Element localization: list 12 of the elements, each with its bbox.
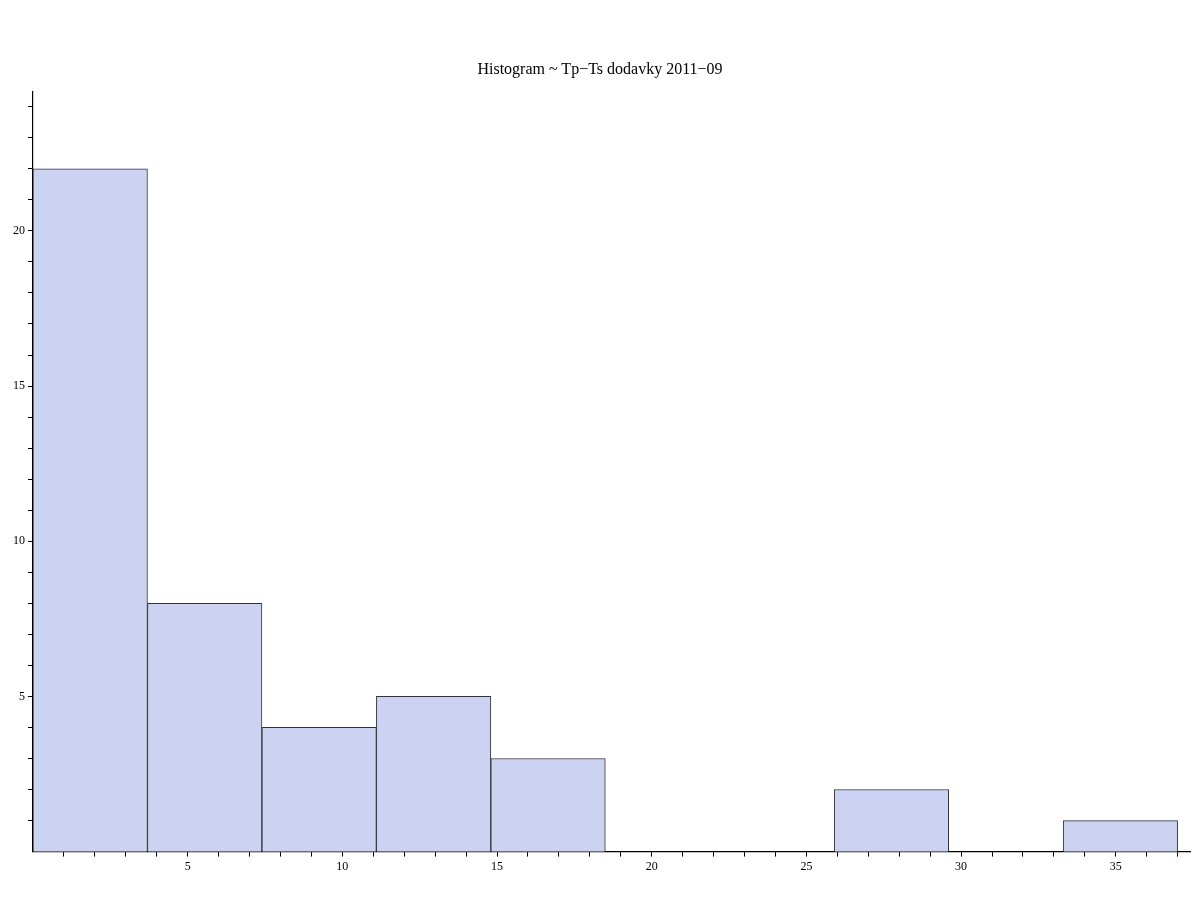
y-tick-label: 20 (13, 223, 25, 238)
y-tick-label: 5 (19, 688, 25, 703)
x-tick-label: 20 (645, 858, 658, 873)
x-tick-label: 5 (184, 858, 191, 873)
x-tick-label: 25 (800, 858, 813, 873)
x-tick-label: 30 (955, 858, 968, 873)
x-tick-label: 35 (1109, 858, 1122, 873)
x-tick-label: 15 (491, 858, 504, 873)
y-tick-label: 10 (13, 533, 25, 548)
chart-title: Histogram ~ Tp−Ts dodavky 2011−09 (477, 59, 723, 78)
x-tick-label: 10 (336, 858, 349, 873)
y-tick-label: 15 (13, 378, 25, 393)
